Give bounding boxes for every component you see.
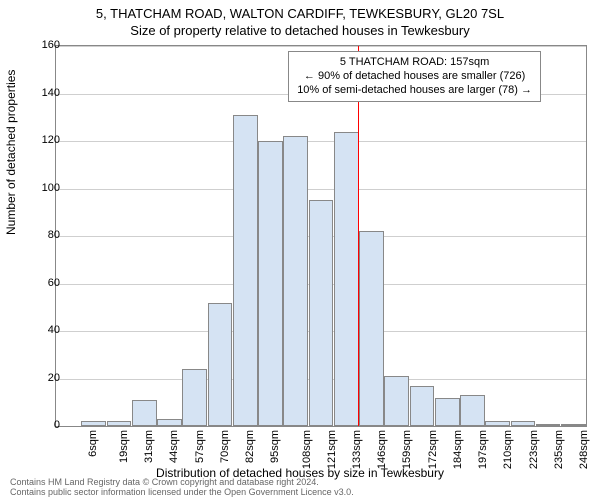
histogram-bar [561, 424, 586, 426]
x-tick-label: 95sqm [269, 430, 281, 463]
histogram-bar [208, 303, 233, 427]
histogram-bar [359, 231, 384, 426]
footnote-line2: Contains public sector information licen… [10, 487, 354, 497]
y-tick-label: 80 [48, 229, 60, 241]
x-tick-label: 70sqm [219, 430, 231, 463]
x-tick-label: 108sqm [301, 430, 313, 469]
y-tick-label: 60 [48, 277, 60, 289]
y-tick-label: 20 [48, 372, 60, 384]
histogram-bar [107, 421, 132, 426]
histogram-bar [132, 400, 157, 426]
x-tick-label: 159sqm [402, 430, 414, 469]
histogram-bar [309, 200, 334, 426]
y-tick-label: 140 [42, 87, 60, 99]
y-tick-label: 120 [42, 134, 60, 146]
histogram-bar [511, 421, 536, 426]
annotation-line2: ← 90% of detached houses are smaller (72… [304, 70, 525, 82]
histogram-bar [81, 421, 106, 426]
x-tick-label: 57sqm [194, 430, 206, 463]
histogram-bar [258, 141, 283, 426]
histogram-bar [485, 421, 510, 426]
grid-line [56, 189, 586, 190]
x-tick-label: 172sqm [427, 430, 439, 469]
grid-line [56, 46, 586, 47]
x-tick-label: 133sqm [351, 430, 363, 469]
plot-area: 5 THATCHAM ROAD: 157sqm ← 90% of detached… [55, 45, 587, 427]
x-tick-label: 31sqm [143, 430, 155, 463]
x-tick-label: 6sqm [87, 430, 99, 457]
x-tick-label: 210sqm [503, 430, 515, 469]
x-tick-label: 44sqm [168, 430, 180, 463]
grid-line [56, 426, 586, 427]
y-tick-label: 0 [54, 419, 60, 431]
chart-title: 5, THATCHAM ROAD, WALTON CARDIFF, TEWKES… [0, 0, 600, 21]
annotation-line3: 10% of semi-detached houses are larger (… [297, 84, 532, 96]
histogram-bar [182, 369, 207, 426]
y-tick-label: 40 [48, 324, 60, 336]
annotation-line1: 5 THATCHAM ROAD: 157sqm [340, 56, 489, 68]
x-tick-label: 146sqm [376, 430, 388, 469]
chart-subtitle: Size of property relative to detached ho… [0, 21, 600, 38]
histogram-bar [536, 424, 561, 426]
histogram-bar [410, 386, 435, 426]
y-axis-label: Number of detached properties [4, 70, 18, 235]
histogram-bar [233, 115, 258, 426]
footnote-line1: Contains HM Land Registry data © Crown c… [10, 477, 319, 487]
footnote: Contains HM Land Registry data © Crown c… [10, 478, 354, 498]
annotation-box: 5 THATCHAM ROAD: 157sqm ← 90% of detached… [288, 51, 541, 102]
grid-line [56, 141, 586, 142]
x-tick-label: 223sqm [528, 430, 540, 469]
y-tick-label: 160 [42, 39, 60, 51]
y-tick-label: 100 [42, 182, 60, 194]
histogram-bar [460, 395, 485, 426]
histogram-bar [384, 376, 409, 426]
marker-line [358, 46, 359, 426]
histogram-bar [283, 136, 308, 426]
histogram-bar [334, 132, 359, 427]
x-tick-label: 184sqm [452, 430, 464, 469]
x-tick-label: 19sqm [118, 430, 130, 463]
x-tick-label: 235sqm [553, 430, 565, 469]
x-tick-label: 248sqm [578, 430, 590, 469]
x-tick-label: 121sqm [326, 430, 338, 469]
x-tick-label: 82sqm [244, 430, 256, 463]
x-tick-label: 197sqm [477, 430, 489, 469]
histogram-bar [435, 398, 460, 427]
histogram-bar [157, 419, 182, 426]
